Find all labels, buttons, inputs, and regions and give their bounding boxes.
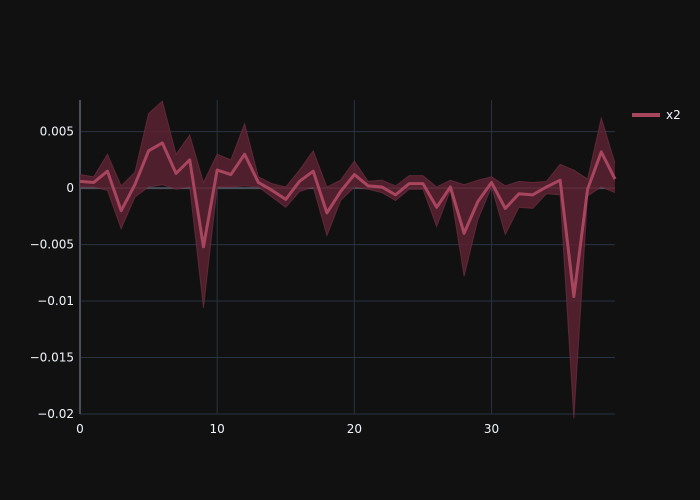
- data-point-x2-26[interactable]: [435, 205, 439, 209]
- data-point-x2-4[interactable]: [133, 183, 137, 187]
- data-point-x2-18[interactable]: [325, 211, 329, 215]
- x-tick-label: 20: [347, 422, 362, 436]
- y-tick-label: −0.01: [37, 294, 74, 308]
- data-point-x2-3[interactable]: [119, 209, 123, 213]
- data-point-x2-24[interactable]: [407, 182, 411, 186]
- data-point-x2-22[interactable]: [380, 185, 384, 189]
- data-point-x2-32[interactable]: [517, 192, 521, 196]
- confidence-band-x2: [80, 101, 615, 419]
- data-point-x2-33[interactable]: [531, 193, 535, 197]
- series-line-layer: [78, 141, 617, 299]
- data-point-x2-21[interactable]: [366, 184, 370, 188]
- data-point-x2-15[interactable]: [284, 197, 288, 201]
- confidence-band-layer: [79, 100, 616, 419]
- data-point-x2-8[interactable]: [188, 158, 192, 162]
- x-tick-label: 30: [484, 422, 499, 436]
- data-point-x2-14[interactable]: [270, 188, 274, 192]
- y-tick-label: −0.005: [30, 238, 74, 252]
- legend-label-x2: x2: [666, 108, 681, 122]
- data-point-x2-23[interactable]: [394, 193, 398, 197]
- data-point-x2-5[interactable]: [147, 149, 151, 153]
- data-point-x2-7[interactable]: [174, 171, 178, 175]
- data-point-x2-13[interactable]: [256, 180, 260, 184]
- data-point-x2-28[interactable]: [462, 231, 466, 235]
- data-point-x2-12[interactable]: [243, 152, 247, 156]
- band-edge-lower-x2: [80, 184, 616, 419]
- y-tick-label: 0: [66, 181, 74, 195]
- data-point-x2-37[interactable]: [586, 187, 590, 191]
- y-tick-label: 0.005: [40, 125, 74, 139]
- data-point-x2-31[interactable]: [503, 206, 507, 210]
- x-tick-label: 0: [76, 422, 84, 436]
- data-point-x2-35[interactable]: [558, 178, 562, 182]
- data-point-x2-20[interactable]: [352, 173, 356, 177]
- data-point-x2-0[interactable]: [78, 179, 82, 183]
- data-point-x2-1[interactable]: [92, 180, 96, 184]
- legend[interactable]: x2: [632, 108, 681, 122]
- x-tick-label: 10: [210, 422, 225, 436]
- data-point-x2-29[interactable]: [476, 200, 480, 204]
- data-point-x2-11[interactable]: [229, 173, 233, 177]
- data-point-x2-38[interactable]: [599, 150, 603, 154]
- data-point-x2-34[interactable]: [544, 185, 548, 189]
- data-point-x2-6[interactable]: [160, 141, 164, 145]
- data-point-x2-17[interactable]: [311, 169, 315, 173]
- data-point-x2-27[interactable]: [448, 185, 452, 189]
- data-point-x2-25[interactable]: [421, 182, 425, 186]
- y-tick-label: −0.015: [30, 351, 74, 365]
- data-point-x2-36[interactable]: [572, 295, 576, 299]
- data-point-x2-30[interactable]: [490, 180, 494, 184]
- data-point-x2-10[interactable]: [215, 168, 219, 172]
- data-point-x2-9[interactable]: [201, 245, 205, 249]
- data-point-x2-2[interactable]: [105, 169, 109, 173]
- y-tick-label: −0.02: [37, 407, 74, 421]
- data-point-x2-39[interactable]: [613, 177, 617, 181]
- band-edge-upper-x2: [79, 100, 616, 188]
- series-line-x2[interactable]: [79, 141, 617, 299]
- data-point-x2-19[interactable]: [339, 189, 343, 193]
- data-point-x2-16[interactable]: [297, 179, 301, 183]
